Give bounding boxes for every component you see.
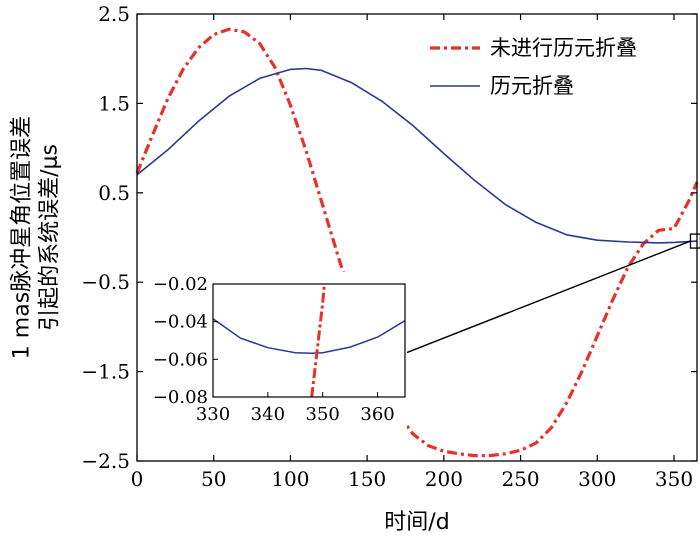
- legend-label-folded: 历元折叠: [490, 74, 574, 98]
- inset-y-tick-label: −0.02: [153, 274, 208, 295]
- legend-label-unfolded: 未进行历元折叠: [490, 36, 637, 60]
- inset-series-folded: [212, 318, 406, 355]
- inset-y-tick-label: −0.06: [153, 349, 208, 370]
- inset-x-tick-label: 350: [306, 404, 340, 425]
- x-tick-label: 200: [425, 467, 463, 491]
- inset-y-tick-label: −0.08: [153, 387, 208, 408]
- zoom-connector: [404, 233, 700, 354]
- inset-x-tick-label: 340: [251, 404, 285, 425]
- inset-x-tick-label: 360: [360, 404, 394, 425]
- x-axis-title: 时间/d: [384, 510, 449, 535]
- main-plot-area: 0 50 100 150 200 250 300 350 2.5 1.5 0.5 −0.5 −1.5 −2…: [81, 2, 699, 491]
- y-tick-label: −1.5: [81, 360, 130, 384]
- x-tick-label: 50: [201, 467, 226, 491]
- inset-x-tick-label: 330: [196, 404, 230, 425]
- legend-item-unfolded: 未进行历元折叠: [430, 36, 637, 60]
- x-tick-label: 350: [655, 467, 693, 491]
- y-tick-label: −2.5: [81, 449, 130, 473]
- x-tick-label: 0: [131, 467, 144, 491]
- legend: 未进行历元折叠 历元折叠: [430, 36, 637, 98]
- y-tick-label: 2.5: [98, 2, 130, 26]
- y-tick-label: −0.5: [81, 270, 130, 294]
- inset-frame: [212, 283, 406, 398]
- y-axis-title-line-1: 1 mas脉冲星角位置误差: [10, 116, 35, 359]
- x-tick-label: 150: [348, 467, 386, 491]
- y-tick-label: 1.5: [98, 91, 130, 115]
- y-axis-title-line-2: 引起的系统误差/μs: [38, 144, 63, 331]
- y-tick-label: 0.5: [98, 181, 130, 205]
- legend-item-folded: 历元折叠: [430, 74, 574, 98]
- x-tick-label: 300: [578, 467, 616, 491]
- zoom-connector-line: [404, 240, 691, 354]
- inset-y-tick-label: −0.04: [153, 312, 208, 333]
- y-axis-title: 1 mas脉冲星角位置误差 引起的系统误差/μs: [10, 116, 63, 359]
- x-tick-label: 250: [501, 467, 539, 491]
- inset-plot: 330 340 350 360 −0.02 −0.04 −0.06 −0.08: [153, 272, 407, 429]
- plot-frame: [136, 13, 698, 462]
- x-tick-label: 100: [271, 467, 309, 491]
- series-line-folded: [136, 67, 698, 244]
